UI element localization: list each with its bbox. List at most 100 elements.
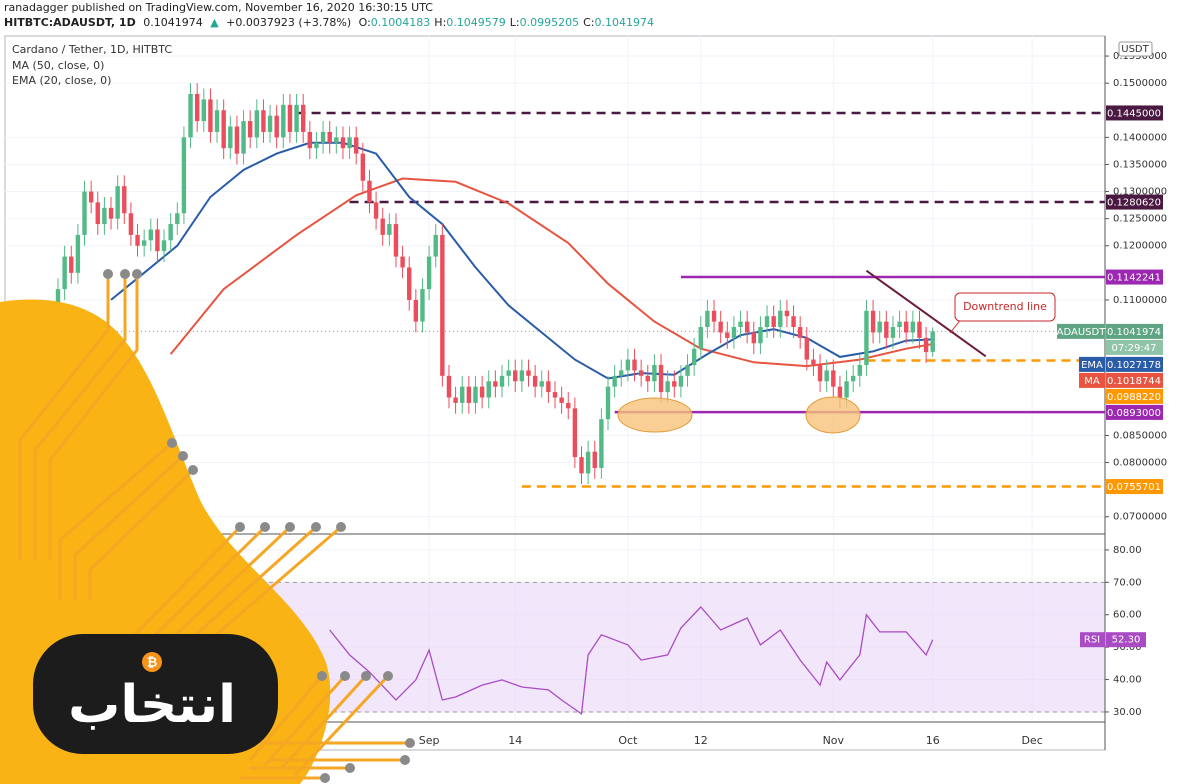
- candle-body: [141, 240, 147, 246]
- chart-title: Cardano / Tether, 1D, HITBTC: [12, 43, 172, 56]
- candle-body: [62, 256, 67, 290]
- candle-body: [539, 381, 544, 387]
- candle-body: [850, 375, 856, 382]
- x-tick-label: Sep: [419, 734, 440, 747]
- candle-body: [241, 121, 246, 154]
- price-badge-label: 0.0988220: [1107, 392, 1161, 403]
- candle-body: [380, 218, 385, 235]
- candle-body: [267, 115, 273, 132]
- candle-body: [214, 110, 220, 132]
- legend: Cardano / Tether, 1D, HITBTC MA (50, clo…: [12, 43, 172, 87]
- y-tick-label: 40.00: [1113, 675, 1142, 686]
- y-tick-label: 30.00: [1113, 707, 1142, 718]
- series-line: [329, 606, 934, 716]
- candle-body: [460, 386, 465, 403]
- candle-body: [95, 202, 100, 225]
- candle-body: [705, 310, 710, 328]
- candle-body: [797, 327, 803, 338]
- candle-body: [440, 234, 445, 376]
- candle-body: [698, 327, 703, 349]
- circuit-nodes: [103, 269, 415, 783]
- candle-body: [811, 359, 816, 365]
- price-badge-label: 0.1041974: [1107, 327, 1161, 338]
- candle-body: [228, 126, 233, 149]
- candle-body: [917, 321, 922, 338]
- candle-body: [294, 104, 299, 132]
- price-badge-label: 0.1027178: [1107, 360, 1161, 371]
- x-tick-label: 14: [508, 734, 522, 747]
- price-badge: [1106, 632, 1146, 648]
- countdown: 07:29:47: [1112, 343, 1157, 354]
- badge-tag-label: EMA: [1081, 360, 1103, 371]
- candle-body: [890, 327, 896, 338]
- price-badge: [1106, 479, 1163, 495]
- candle-body: [526, 370, 531, 376]
- candle-body: [413, 299, 419, 322]
- candle-body: [612, 375, 617, 387]
- candle-body: [420, 289, 425, 322]
- price-badge: [1106, 404, 1163, 420]
- candle-body: [652, 364, 657, 382]
- candle-body: [168, 224, 173, 241]
- price-badge-label: 0.0755701: [1107, 482, 1161, 493]
- ohlc-value: 0.1004183: [370, 16, 431, 29]
- logo-badge: [33, 634, 278, 754]
- badge-tag-label: MA: [1084, 376, 1100, 387]
- y-tick-label: 60.00: [1113, 610, 1142, 621]
- candle-body: [844, 381, 849, 398]
- candle-body: [718, 321, 723, 333]
- candle-body: [453, 397, 458, 403]
- candle-body: [221, 110, 226, 149]
- x-tick-label: 16: [926, 734, 940, 747]
- badge-tag: [1057, 323, 1105, 339]
- candle-body: [910, 321, 916, 333]
- price-badge: [1106, 356, 1163, 372]
- candle-body: [566, 402, 571, 409]
- candle-body: [128, 213, 134, 235]
- price-badge-label: 0.1445000: [1107, 108, 1161, 119]
- candle-body: [426, 256, 432, 290]
- candle-body: [300, 104, 306, 132]
- candle-body: [446, 375, 452, 398]
- candle-body: [645, 375, 650, 382]
- quote-row: HITBTC:ADAUSDT, 1D 0.1041974 ▲ +0.003792…: [4, 15, 662, 30]
- x-tick-label: Oct: [618, 734, 638, 747]
- candle-body: [327, 131, 332, 143]
- highlight: [805, 396, 861, 434]
- candle-body: [287, 104, 293, 132]
- candle-body: [864, 310, 869, 365]
- y-tick-label: 80.00: [1113, 545, 1142, 556]
- candle-body: [738, 321, 743, 328]
- currency-box: [1118, 41, 1153, 57]
- candle-body: [281, 104, 286, 138]
- ohlc-value: 0.0995205: [519, 16, 580, 29]
- countdown-bg: [1106, 339, 1163, 355]
- price-badge: [1106, 269, 1163, 285]
- logo-icon-bg: [142, 652, 162, 672]
- highlight: [617, 397, 693, 433]
- candle-body: [665, 381, 670, 393]
- candle-body: [831, 370, 836, 387]
- candle-body: [758, 327, 763, 344]
- price-badge: [1106, 105, 1163, 121]
- candle-body: [546, 381, 551, 393]
- candle-body: [88, 191, 94, 203]
- candle-body: [387, 224, 392, 235]
- ohlc-value: 0.1041974: [594, 16, 655, 29]
- candle-body: [678, 375, 684, 387]
- price-badge-label: 52.30: [1112, 635, 1141, 646]
- price-badge: [1106, 323, 1163, 339]
- candle-body: [135, 234, 140, 246]
- ohlc-label: O:: [358, 16, 371, 29]
- candle-body: [75, 234, 81, 273]
- candle-body: [837, 386, 843, 398]
- candle-body: [307, 131, 313, 149]
- candle-body: [234, 126, 240, 154]
- candle-body: [725, 332, 730, 338]
- candle-body: [731, 327, 737, 338]
- y-tick-label: 0.1400000: [1113, 132, 1167, 143]
- candle-body: [148, 229, 153, 241]
- candle-body: [433, 234, 438, 257]
- candle-body: [625, 359, 631, 371]
